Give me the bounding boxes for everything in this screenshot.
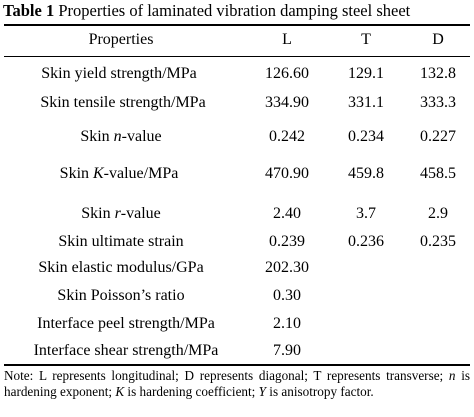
row-value-d: 0.235 [420, 233, 456, 250]
header-t: T [361, 31, 371, 48]
row-value-l: 126.60 [265, 65, 309, 82]
table-caption: Table 1 Properties of laminated vibratio… [3, 1, 410, 21]
row-property: Interface shear strength/MPa [33, 342, 219, 359]
row-value-l: 0.239 [269, 233, 305, 250]
top-rule [4, 24, 470, 26]
table-title: Properties of laminated vibration dampin… [58, 1, 411, 20]
row-value-t: 0.234 [348, 128, 384, 145]
row-property: Skin K-value/MPa [59, 165, 179, 182]
row-value-l: 7.90 [273, 342, 301, 359]
row-value-d: 0.227 [420, 128, 456, 145]
row-value-l: 0.30 [273, 287, 301, 304]
row-property: Skin r-value [81, 205, 161, 222]
header-d: D [432, 31, 444, 48]
row-property: Interface peel strength/MPa [37, 315, 215, 332]
row-property: Skin ultimate strain [58, 233, 184, 250]
row-value-l: 2.40 [273, 205, 301, 222]
row-value-t: 331.1 [348, 94, 384, 111]
row-value-d: 333.3 [420, 94, 456, 111]
header-l: L [282, 31, 292, 48]
row-property: Skin Poisson’s ratio [57, 287, 185, 304]
row-value-d: 458.5 [420, 165, 456, 182]
header-rule [4, 56, 470, 57]
header-properties: Properties [88, 31, 154, 48]
row-value-l: 470.90 [265, 165, 309, 182]
row-property: Skin n-value [80, 128, 162, 145]
table-note: Note: L represents longitudinal; D repre… [4, 368, 471, 399]
table-label: Table 1 [3, 1, 55, 20]
bottom-rule [4, 364, 470, 366]
row-value-d: 132.8 [420, 65, 456, 82]
row-value-t: 129.1 [348, 65, 384, 82]
row-value-d: 2.9 [428, 205, 448, 222]
row-property: Skin yield strength/MPa [41, 65, 197, 82]
row-value-l: 202.30 [265, 259, 309, 276]
row-value-t: 459.8 [348, 165, 384, 182]
row-value-l: 2.10 [273, 315, 301, 332]
row-value-t: 3.7 [356, 205, 376, 222]
row-value-t: 0.236 [348, 233, 384, 250]
row-value-l: 0.242 [269, 128, 305, 145]
row-property: Skin elastic modulus/GPa [38, 259, 204, 276]
row-property: Skin tensile strength/MPa [40, 94, 206, 111]
row-value-l: 334.90 [265, 94, 309, 111]
